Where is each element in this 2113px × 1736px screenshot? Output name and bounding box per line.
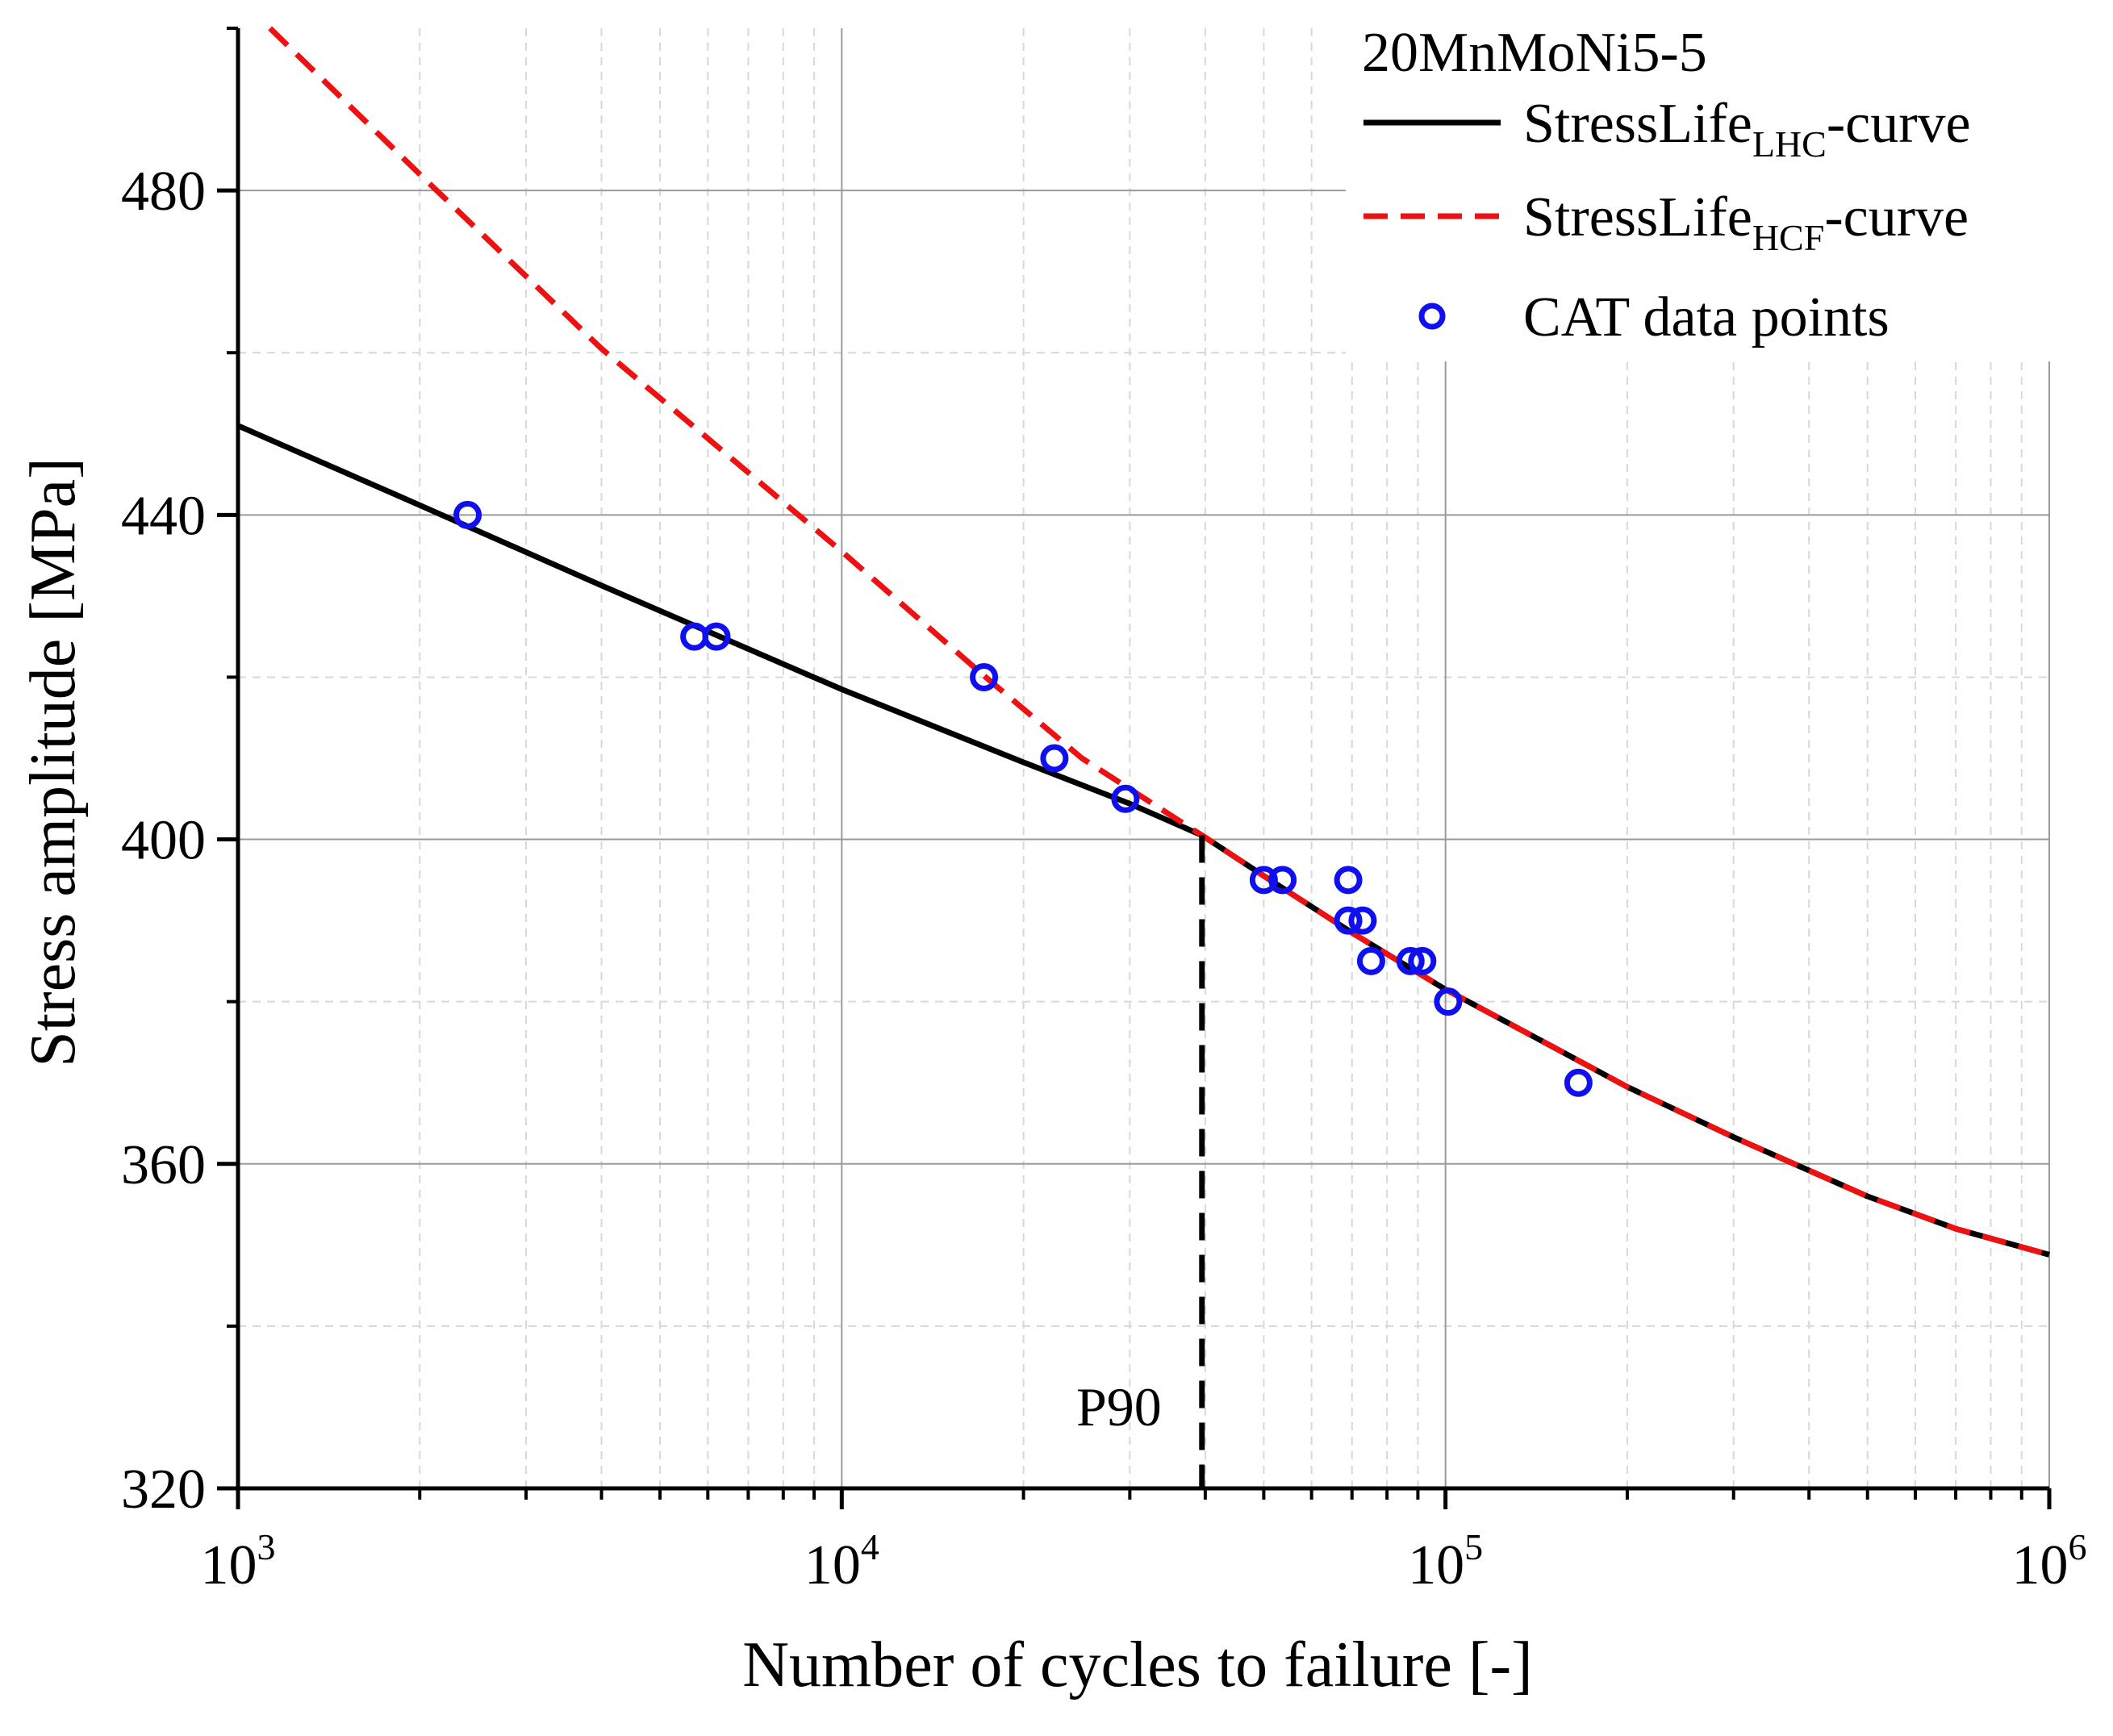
cat-data-point [1268, 866, 1297, 895]
legend-label-hcf: StressLifeHCF-curve [1523, 186, 1969, 258]
legend-box [1346, 15, 2056, 361]
legend-hcf-sub: HCF [1752, 217, 1824, 258]
cat-data-point [1334, 906, 1363, 935]
x-axis-title: Number of cycles to failure [-] [742, 1630, 1533, 1701]
cat-data-point [1434, 987, 1463, 1016]
cat-data-point [1408, 946, 1437, 975]
lhc-curve [236, 423, 2050, 1258]
axes [217, 27, 2052, 1509]
y-tick-label: 400 [121, 810, 206, 872]
x-tick-label: 106 [2012, 1526, 2087, 1596]
y-tick-label: 440 [121, 485, 206, 547]
legend-hcf-suffix: -curve [1824, 186, 1969, 248]
cat-data-point [1564, 1068, 1593, 1097]
x-tick-base: 10 [804, 1534, 861, 1596]
cat-data-point [1334, 866, 1363, 895]
cat-data-point [1249, 866, 1278, 895]
curves [236, 26, 2050, 1258]
legend-label-cat: CAT data points [1523, 286, 1890, 348]
annotations: P90 [1076, 835, 1205, 1488]
legend: 20MnMoNi5-5 StressLifeLHC-curve StressLi… [1346, 15, 2056, 361]
legend-hcf-name: StressLife [1523, 186, 1752, 248]
p90-label: P90 [1076, 1376, 1162, 1438]
legend-title: 20MnMoNi5-5 [1362, 22, 1707, 84]
y-tick-label: 320 [121, 1458, 206, 1521]
cat-data-point [1396, 946, 1425, 975]
x-tick-label: 103 [201, 1526, 276, 1596]
legend-lhc-sub: LHC [1752, 123, 1827, 165]
x-tick-base: 10 [201, 1534, 257, 1596]
cat-data-point [970, 662, 999, 691]
x-tick-base: 10 [1408, 1534, 1464, 1596]
cat-data-point [453, 500, 482, 529]
cat-data-point [702, 622, 731, 651]
y-axis-title: Stress amplitude [MPa] [18, 457, 89, 1066]
y-tick-label: 480 [121, 161, 206, 223]
x-tick-exponent: 4 [861, 1526, 879, 1567]
y-tick-label: 360 [121, 1134, 206, 1196]
cat-data-point [1356, 946, 1385, 975]
legend-lhc-name: StressLife [1523, 93, 1752, 155]
legend-lhc-suffix: -curve [1827, 93, 1971, 155]
x-tick-base: 10 [2012, 1534, 2069, 1596]
x-tick-exponent: 6 [2069, 1526, 2087, 1567]
legend-marker-cat [1418, 303, 1446, 330]
cat-data-point [1348, 906, 1377, 935]
x-tick-label: 105 [1408, 1526, 1483, 1596]
x-tick-exponent: 3 [257, 1526, 276, 1567]
x-tick-label: 104 [804, 1526, 879, 1596]
x-tick-exponent: 5 [1464, 1526, 1483, 1567]
cat-data-point [1111, 784, 1140, 813]
legend-label-lhc: StressLifeLHC-curve [1523, 93, 1971, 165]
data-points [453, 500, 1593, 1097]
cat-data-point [1040, 744, 1069, 773]
